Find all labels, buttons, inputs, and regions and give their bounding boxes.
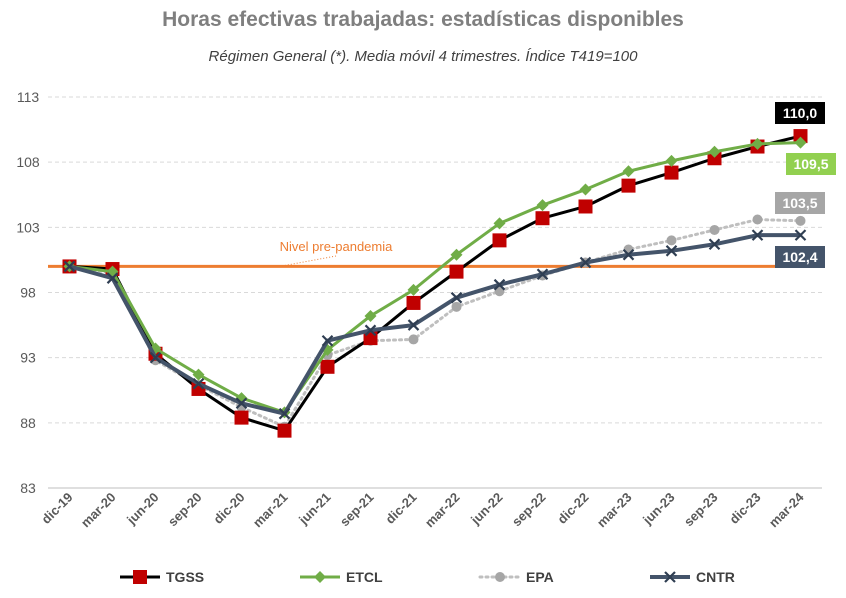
- end-label: 103,5: [782, 195, 817, 211]
- data-point: [235, 397, 248, 410]
- data-point: [314, 571, 326, 583]
- data-point: [664, 571, 676, 583]
- data-point: [149, 351, 162, 364]
- data-point: [407, 283, 420, 296]
- data-point: [708, 238, 721, 251]
- data-point: [579, 183, 592, 196]
- data-point: [408, 334, 419, 345]
- data-point: [709, 224, 720, 235]
- x-tick-label: mar-23: [594, 490, 635, 531]
- data-point: [752, 214, 763, 225]
- x-tick-label: jun-21: [295, 490, 333, 528]
- legend-label: TGSS: [166, 569, 204, 585]
- data-point: [664, 165, 679, 180]
- y-tick-label: 108: [16, 154, 40, 170]
- data-point: [321, 334, 334, 347]
- x-tick-label: mar-22: [422, 490, 463, 531]
- data-point: [666, 235, 677, 246]
- end-label: 110,0: [783, 105, 817, 121]
- x-tick-label: sep-20: [165, 490, 205, 530]
- chart-title: Horas efectivas trabajadas: estadísticas…: [162, 8, 684, 31]
- data-point: [106, 272, 119, 284]
- x-tick-label: sep-22: [509, 490, 549, 530]
- series-line-cntr: [68, 233, 801, 416]
- data-point: [492, 233, 507, 248]
- data-point: [192, 377, 205, 390]
- end-label-box: [775, 102, 825, 124]
- data-point: [320, 359, 335, 374]
- end-label-box: [775, 246, 825, 268]
- data-point: [707, 151, 722, 166]
- data-point: [621, 178, 636, 193]
- reference-line-label: Nivel pre-pandemia: [280, 239, 393, 254]
- data-point: [795, 215, 806, 226]
- chart-subtitle: Régimen General (*). Media móvil 4 trime…: [208, 48, 638, 65]
- legend-label: ETCL: [346, 569, 383, 585]
- data-point: [578, 199, 593, 214]
- data-point: [579, 256, 592, 269]
- x-tick-label: sep-23: [681, 490, 721, 530]
- data-point: [794, 136, 807, 149]
- y-tick-label: 103: [16, 219, 40, 235]
- data-point: [450, 291, 463, 304]
- data-point: [536, 268, 549, 281]
- data-point: [665, 154, 678, 167]
- end-label-box: [786, 153, 836, 175]
- data-point: [751, 229, 764, 241]
- data-point: [493, 217, 506, 230]
- data-point: [450, 248, 463, 261]
- data-point: [665, 245, 678, 257]
- data-point: [793, 129, 808, 144]
- x-tick-label: mar-24: [766, 489, 807, 530]
- data-point: [493, 278, 506, 291]
- series-line-tgss: [69, 134, 801, 433]
- data-point: [278, 407, 291, 420]
- data-point: [708, 145, 721, 158]
- end-label: 109,5: [793, 156, 828, 172]
- data-point: [751, 137, 764, 150]
- y-tick-label: 88: [20, 415, 36, 431]
- y-tick-label: 113: [17, 89, 40, 105]
- data-point: [364, 324, 377, 337]
- x-tick-label: dic-20: [210, 490, 247, 527]
- x-tick-label: dic-23: [726, 490, 763, 527]
- end-label: 102,4: [782, 249, 817, 265]
- x-tick-label: sep-21: [337, 490, 377, 530]
- legend-label: CNTR: [696, 569, 735, 585]
- x-tick-label: jun-22: [467, 490, 505, 528]
- data-point: [63, 260, 76, 273]
- end-label-box: [775, 192, 825, 214]
- data-point: [192, 368, 205, 381]
- x-tick-label: dic-21: [382, 490, 419, 527]
- reference-annotation-leader: [281, 255, 337, 267]
- x-tick-label: jun-20: [123, 490, 161, 528]
- data-point: [407, 319, 420, 331]
- legend-label: EPA: [526, 569, 554, 585]
- data-point: [495, 572, 505, 582]
- data-point: [277, 423, 292, 438]
- x-tick-label: jun-23: [639, 490, 677, 528]
- x-tick-label: dic-19: [38, 490, 75, 527]
- data-point: [622, 165, 635, 178]
- data-point: [234, 410, 249, 425]
- data-point: [794, 229, 807, 241]
- series-line-epa: [68, 218, 802, 429]
- y-tick-label: 93: [20, 350, 36, 366]
- data-point: [535, 211, 550, 226]
- series-line-etcl: [69, 141, 801, 414]
- y-tick-label: 83: [20, 480, 36, 496]
- data-point: [133, 570, 147, 584]
- data-point: [451, 301, 462, 312]
- data-point: [622, 248, 635, 261]
- x-tick-label: mar-21: [250, 490, 291, 531]
- data-point: [536, 199, 549, 212]
- data-point: [406, 295, 421, 310]
- x-tick-label: mar-20: [78, 490, 119, 531]
- x-tick-label: dic-22: [554, 490, 591, 527]
- data-point: [364, 309, 377, 322]
- data-point: [449, 264, 464, 279]
- y-tick-label: 98: [20, 285, 36, 301]
